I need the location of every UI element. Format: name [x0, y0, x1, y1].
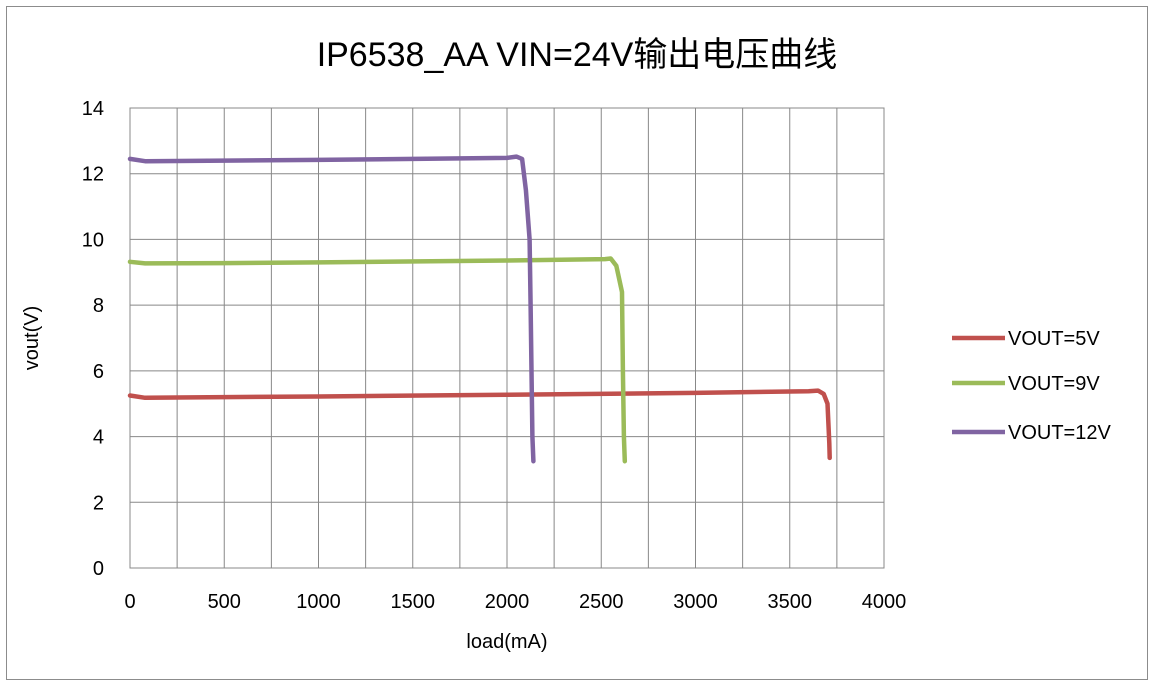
y-tick-label: 0 — [93, 558, 104, 580]
legend-label: VOUT=12V — [1008, 422, 1111, 444]
legend: VOUT=5V VOUT=9V VOUT=12V — [952, 328, 1111, 444]
y-axis-label: vout(V) — [21, 306, 43, 370]
y-tick-label: 10 — [82, 229, 104, 251]
grid-lines — [129, 107, 885, 569]
x-tick-label: 500 — [208, 591, 241, 613]
x-tick-label: 3500 — [768, 591, 813, 613]
y-tick-label: 4 — [93, 427, 104, 449]
series-lines — [127, 154, 832, 464]
x-axis-label: load(mA) — [466, 631, 547, 653]
series-line-1 — [127, 388, 832, 461]
x-tick-label: 1500 — [391, 591, 436, 613]
x-tick-label: 2000 — [485, 591, 530, 613]
y-tick-label: 8 — [93, 295, 104, 317]
series-line-3 — [127, 154, 536, 464]
x-tick-label: 4000 — [862, 591, 907, 613]
series-line-2 — [127, 256, 628, 464]
y-tick-label: 6 — [93, 361, 104, 383]
legend-label: VOUT=9V — [1008, 373, 1100, 395]
x-tick-label: 3000 — [673, 591, 718, 613]
chart-title: IP6538_AA VIN=24V输出电压曲线 — [317, 36, 838, 74]
tick-labels: 0 500 1000 1500 2000 2500 3000 3500 4000 0 2 4 6 8 10 1… — [82, 98, 907, 613]
x-tick-label: 0 — [124, 591, 135, 613]
x-tick-label: 2500 — [579, 591, 624, 613]
y-tick-label: 14 — [82, 98, 104, 120]
y-tick-label: 2 — [93, 492, 104, 514]
x-tick-label: 1000 — [296, 591, 341, 613]
legend-label: VOUT=5V — [1008, 328, 1100, 350]
y-tick-label: 12 — [82, 164, 104, 186]
